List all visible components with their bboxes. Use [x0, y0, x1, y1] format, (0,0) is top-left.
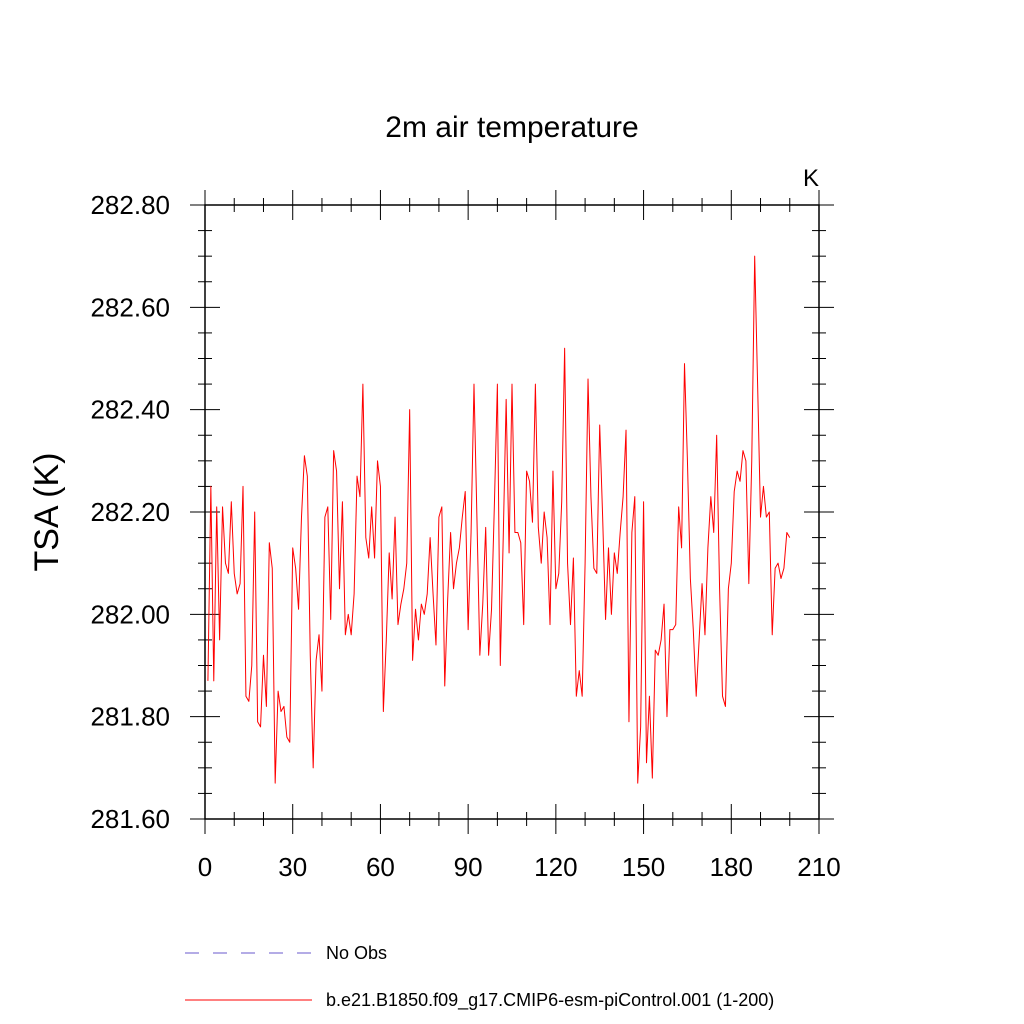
- y-axis-label: TSA (K): [28, 452, 66, 571]
- tick-labels: 0 30 60 90 120 150 180 210 281.60 281.80 282.00 282…: [90, 190, 840, 882]
- legend-label-model: b.e21.B1850.f09_g17.CMIP6-esm-piControl.…: [326, 990, 774, 1011]
- y-tick-label: 282.60: [90, 292, 170, 322]
- y-tick-label: 282.00: [90, 599, 170, 629]
- series-line-model: [207, 255, 791, 784]
- x-tick-label: 0: [198, 852, 212, 882]
- y-tick-label: 282.40: [90, 395, 170, 425]
- x-tick-label: 210: [797, 852, 840, 882]
- legend-label-no-obs: No Obs: [326, 943, 387, 963]
- x-tick-label: 120: [534, 852, 577, 882]
- y-tick-label: 282.80: [90, 190, 170, 220]
- x-tick-label: 30: [278, 852, 307, 882]
- x-tick-label: 150: [622, 852, 665, 882]
- x-tick-label: 60: [366, 852, 395, 882]
- x-tick-label: 90: [454, 852, 483, 882]
- y-tick-label: 281.60: [90, 804, 170, 834]
- x-tick-label: 180: [710, 852, 753, 882]
- plot-frame: [204, 204, 820, 820]
- units-label: K: [803, 165, 819, 192]
- y-tick-label: 281.80: [90, 702, 170, 732]
- y-tick-label: 282.20: [90, 497, 170, 527]
- series-layer: [207, 255, 791, 784]
- legend: No Obs b.e21.B1850.f09_g17.CMIP6-esm-piC…: [185, 943, 774, 1011]
- chart-title: 2m air temperature: [385, 111, 638, 144]
